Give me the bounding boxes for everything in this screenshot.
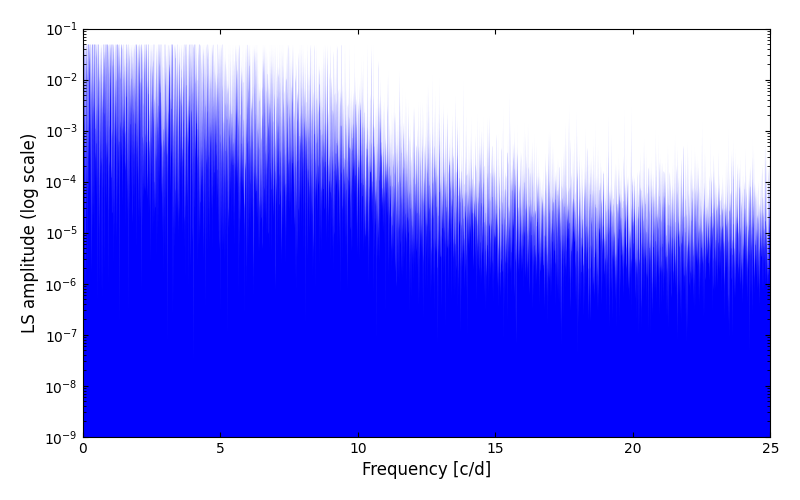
X-axis label: Frequency [c/d]: Frequency [c/d] [362, 461, 491, 479]
Y-axis label: LS amplitude (log scale): LS amplitude (log scale) [21, 132, 39, 333]
